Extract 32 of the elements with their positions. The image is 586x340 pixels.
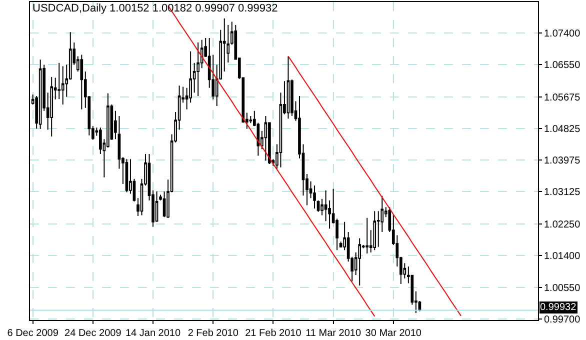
candlestick [125,158,128,193]
x-tick-label: 6 Dec 2009 [7,328,59,339]
y-tick-label: 0.99700 [544,314,581,326]
y-tick-label: 1.06550 [544,60,581,71]
x-tick-label: 14 Jan 2010 [125,328,181,339]
x-tick-label: 30 Mar 2010 [365,328,422,339]
candlestick [196,42,200,96]
y-tick-label: 1.07400 [544,28,581,40]
y-tick-label: 1.05675 [544,92,581,104]
candlestick [316,200,320,212]
x-tick-label: 24 Dec 2009 [64,328,122,339]
candlestick [80,54,84,110]
candlestick [50,76,54,137]
y-tick-label: 1.00550 [544,282,581,294]
candlestick [358,238,362,286]
x-tick-label: 2 Feb 2010 [188,328,239,339]
y-tick-label: 1.03975 [544,156,581,167]
y-tick-label: 1.04825 [544,124,581,135]
candlestick [38,59,42,130]
candlestick [373,210,376,251]
x-tick-label: 11 Mar 2010 [306,328,362,339]
y-tick-label: 1.02250 [544,220,581,231]
candlestick [286,56,290,120]
candlestick [366,217,369,254]
line-series [288,56,462,316]
ref-line-label: 0.99932 [540,302,577,313]
y-tick-label: 1.03125 [544,187,581,198]
candlestick [61,66,64,106]
y-tick-label: 1.01400 [544,251,581,262]
x-tick-label: 21 Feb 2010 [245,328,302,339]
candlestick [264,116,268,162]
candlestick [313,185,316,210]
